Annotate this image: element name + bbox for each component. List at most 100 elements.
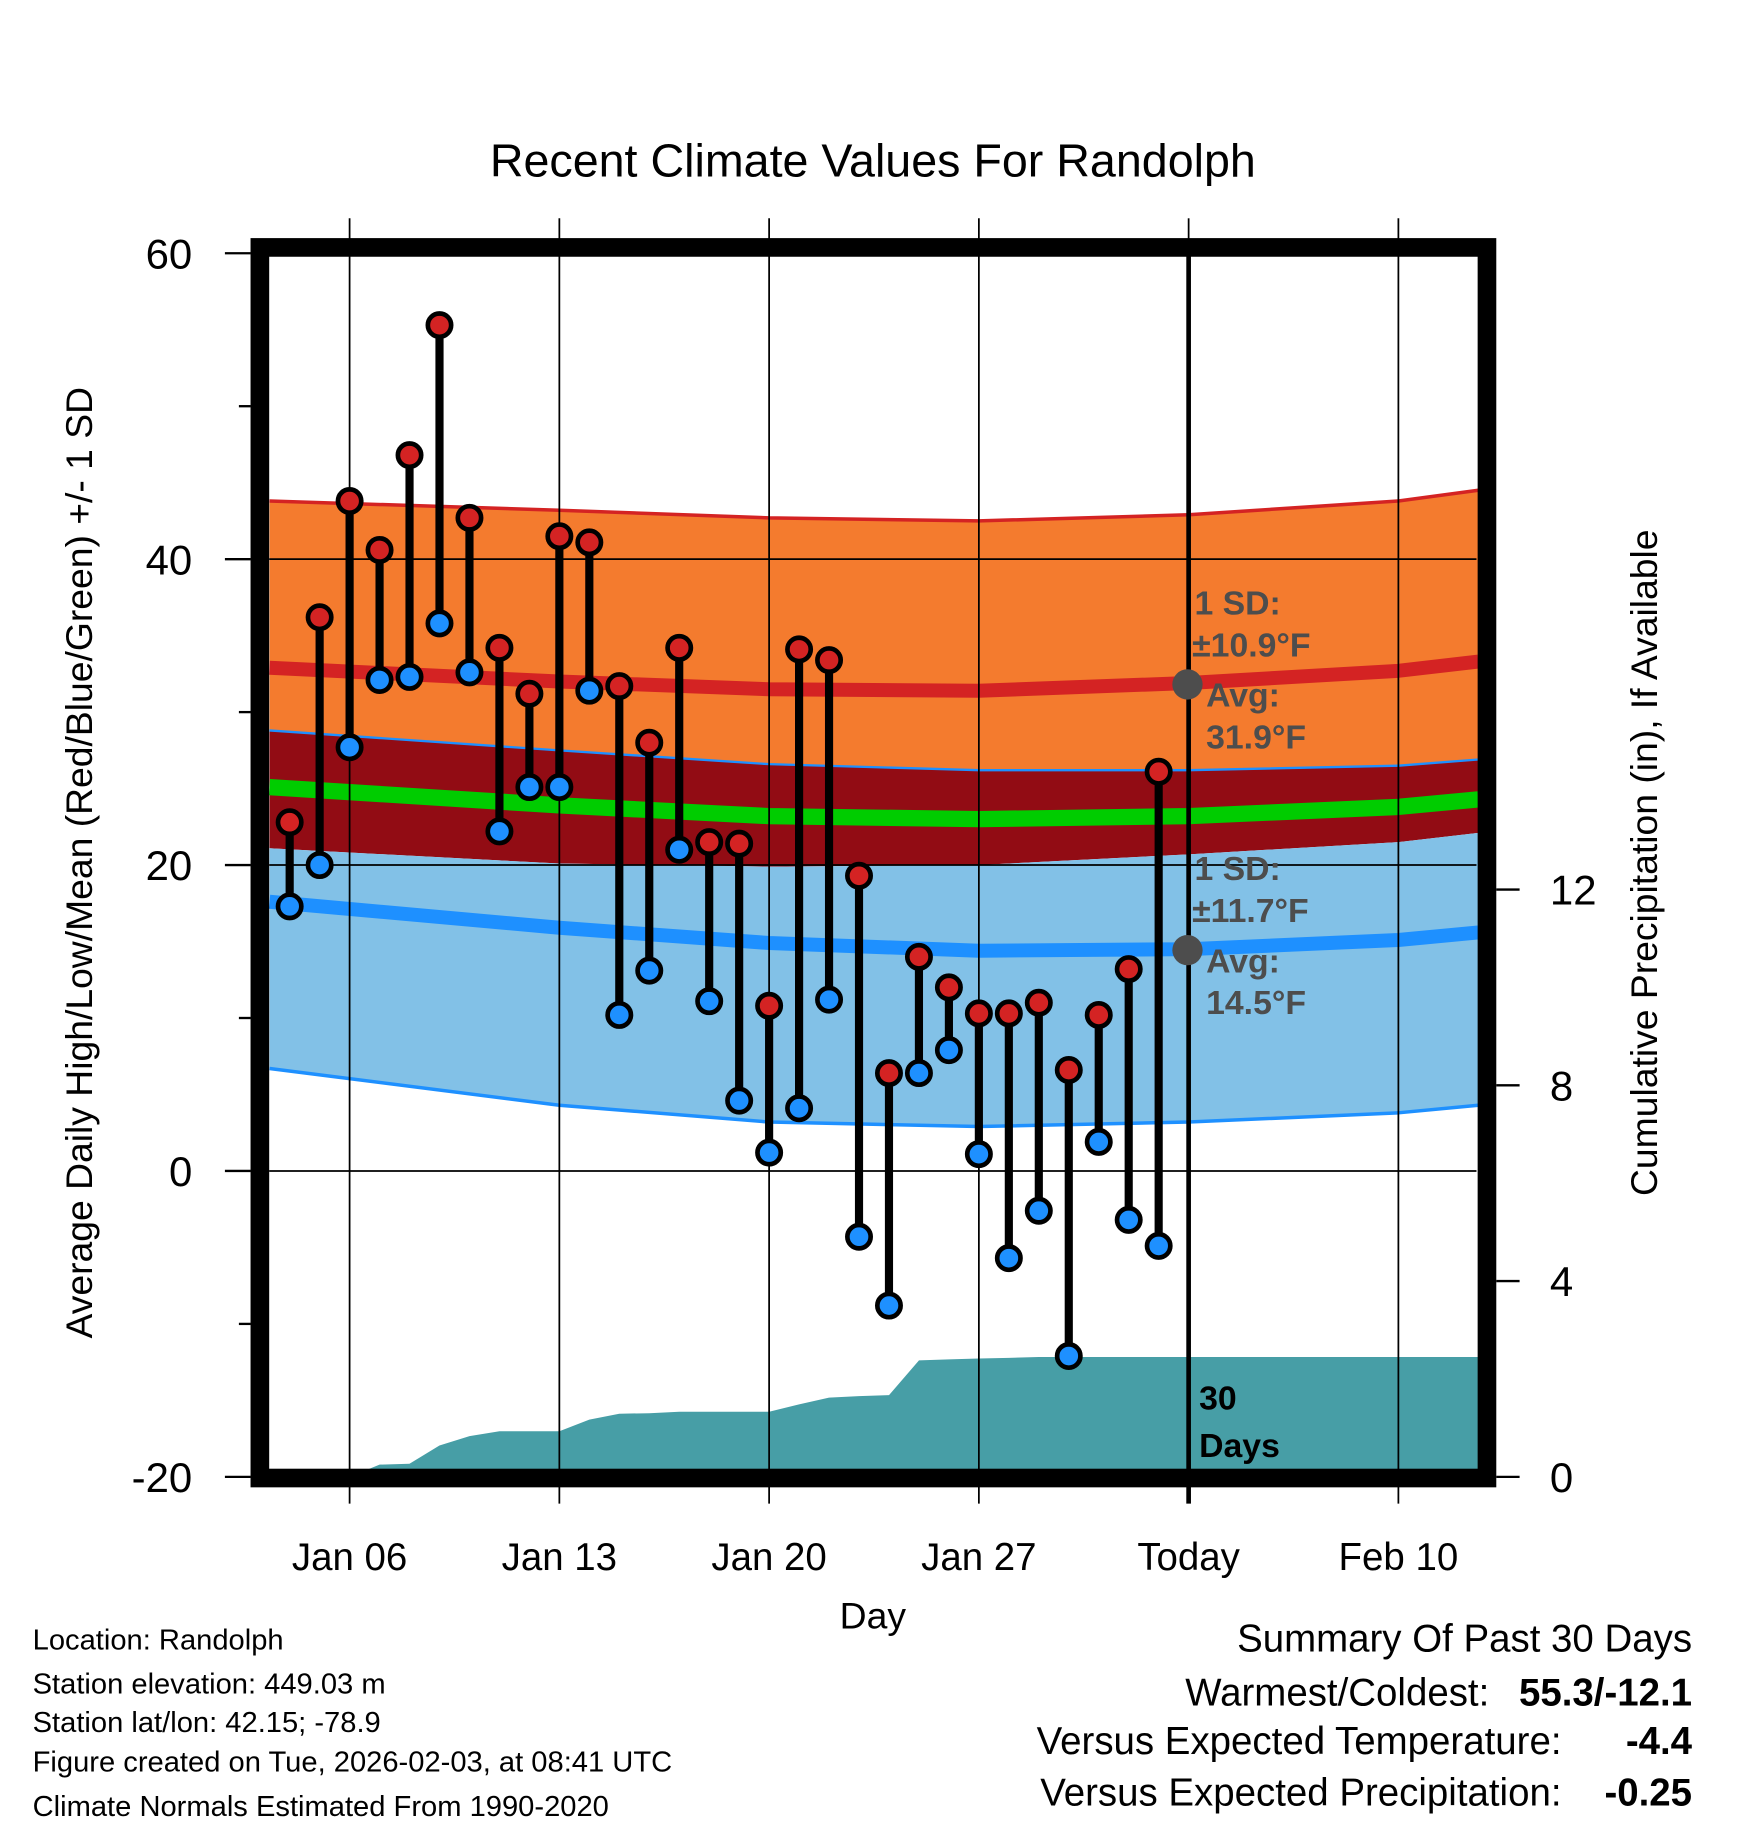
y2-tick-label: 4 <box>1550 1258 1573 1305</box>
low-normal-annotation: 1 SD: ±11.7°F Avg: 14.5°F <box>1172 850 1309 1022</box>
low-point <box>485 817 514 846</box>
summary-panel: Summary Of Past 30 Days Warmest/Coldest:… <box>1037 1618 1693 1815</box>
low-avg-marker <box>1172 934 1203 966</box>
low-point <box>725 1086 754 1115</box>
days-word-label: Days <box>1199 1427 1280 1465</box>
x-tick-label: Today <box>1137 1536 1240 1579</box>
y2-tick-label: 0 <box>1550 1454 1573 1501</box>
low-point <box>365 666 394 694</box>
high-point <box>1084 1000 1113 1029</box>
precip-area <box>349 1356 1479 1477</box>
low-point <box>1114 1205 1143 1234</box>
high-point <box>1144 757 1173 786</box>
y-tick-label: -20 <box>132 1454 193 1501</box>
high-point <box>904 942 933 971</box>
low-point <box>275 892 304 921</box>
high-point <box>815 646 844 675</box>
summary-warmest-value: 55.3/-12.1 <box>1519 1671 1692 1714</box>
y-tick-label: 20 <box>146 842 193 889</box>
high-point <box>575 528 604 557</box>
high-sd-value: ±10.9°F <box>1192 626 1310 664</box>
y2-tick-label: 12 <box>1550 867 1597 914</box>
summary-precip-label: Versus Expected Precipitation: <box>1040 1771 1561 1814</box>
high-point <box>785 635 814 664</box>
high-point <box>665 633 694 662</box>
x-tick-label: Jan 13 <box>502 1536 617 1579</box>
low-point <box>425 609 454 638</box>
high-point <box>874 1059 903 1088</box>
footer-normals: Climate Normals Estimated From 1990-2020 <box>33 1791 609 1823</box>
summary-temp-label: Versus Expected Temperature: <box>1037 1720 1562 1763</box>
high-point <box>1114 955 1143 984</box>
low-point <box>455 658 484 687</box>
low-point <box>845 1222 873 1251</box>
x-axis-label: Day <box>840 1594 907 1636</box>
high-point <box>305 603 334 632</box>
y2-axis-label: Cumulative Precipitation (in), If Availa… <box>1623 529 1665 1196</box>
summary-title: Summary Of Past 30 Days <box>1237 1618 1692 1661</box>
normals-bands <box>268 488 1480 1129</box>
high-point <box>605 672 634 701</box>
high-point <box>365 535 394 564</box>
y-tick-label: 0 <box>169 1148 192 1195</box>
low-point <box>904 1059 933 1088</box>
high-point <box>515 679 544 708</box>
observed-series <box>275 311 1173 1371</box>
high-point <box>695 828 724 857</box>
footer-info: Location: Randolph Station elevation: 44… <box>33 1624 673 1823</box>
high-point <box>1054 1056 1083 1084</box>
low-point <box>755 1138 784 1167</box>
footer-elevation: Station elevation: 449.03 m <box>33 1669 386 1701</box>
footer-latlon: Station lat/lon: 42.15; -78.9 <box>33 1707 381 1739</box>
high-point <box>335 487 364 516</box>
low-point <box>335 733 364 762</box>
x-tick-label: Feb 10 <box>1339 1536 1459 1579</box>
low-point <box>815 985 844 1014</box>
low-sd-band <box>269 832 1479 1127</box>
y-tick-label: 40 <box>146 536 193 583</box>
low-avg-label: Avg: <box>1206 942 1280 980</box>
summary-precip-value: -0.25 <box>1604 1771 1692 1814</box>
low-point <box>395 662 424 691</box>
high-sd-label: 1 SD: <box>1194 585 1280 623</box>
high-point <box>755 991 784 1020</box>
plot-frame <box>250 238 1497 1488</box>
low-avg-value: 14.5°F <box>1206 984 1306 1022</box>
y2-tick-label: 8 <box>1550 1062 1573 1109</box>
low-point <box>1054 1342 1083 1371</box>
low-point <box>695 987 724 1016</box>
low-point <box>934 1036 963 1065</box>
low-point <box>785 1094 814 1123</box>
low-point <box>994 1244 1023 1273</box>
precip-cumulative-area <box>349 1356 1479 1477</box>
high-point <box>1024 988 1053 1017</box>
low-sd-label: 1 SD: <box>1194 850 1280 888</box>
high-point <box>994 999 1023 1028</box>
high-point <box>845 861 873 890</box>
x-tick-label: Jan 20 <box>711 1536 826 1579</box>
low-point <box>1024 1196 1053 1225</box>
high-point <box>425 311 454 340</box>
high-point <box>275 808 304 837</box>
high-avg-label: Avg: <box>1206 677 1280 715</box>
summary-warmest-label: Warmest/Coldest: <box>1185 1671 1489 1714</box>
days-count-label: 30 <box>1199 1379 1237 1417</box>
low-point <box>635 956 664 985</box>
high-sd-band <box>269 490 1479 771</box>
x-tick-label: Jan 06 <box>292 1536 407 1579</box>
low-point <box>665 835 694 864</box>
low-point <box>515 773 544 802</box>
high-point <box>934 973 963 1002</box>
low-point <box>1084 1127 1113 1156</box>
high-point <box>725 829 754 858</box>
high-point <box>455 503 484 532</box>
x-tick-label: Jan 27 <box>921 1536 1036 1579</box>
high-point <box>545 522 574 551</box>
low-point <box>305 851 334 880</box>
high-point <box>964 999 993 1028</box>
footer-location: Location: Randolph <box>33 1624 284 1656</box>
summary-temp-value: -4.4 <box>1626 1720 1693 1763</box>
high-point <box>635 728 664 757</box>
